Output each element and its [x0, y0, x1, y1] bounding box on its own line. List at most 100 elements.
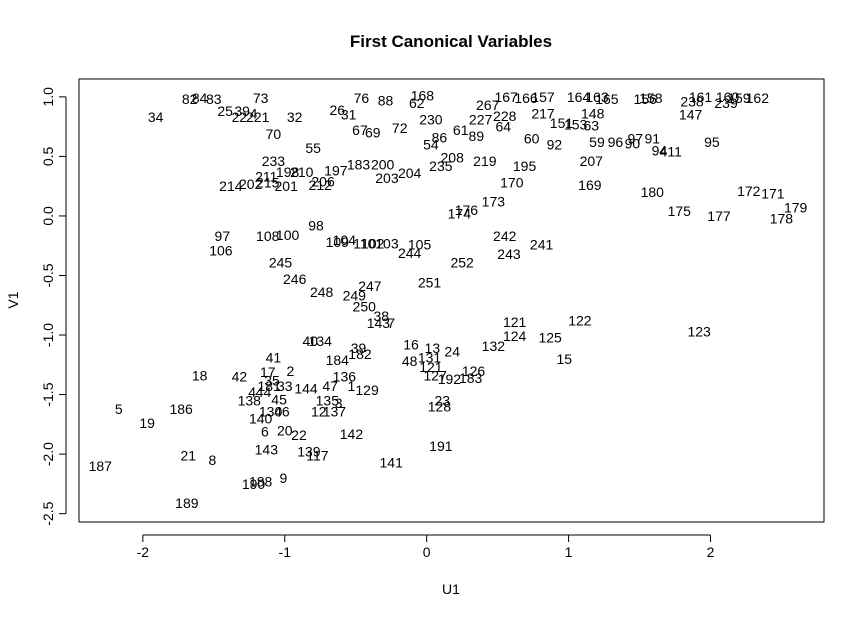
- point-label: 177: [707, 208, 731, 224]
- point-label: 59: [589, 134, 605, 150]
- point-label: 227: [469, 111, 493, 127]
- point-label: 170: [500, 175, 524, 191]
- point-label: 2: [287, 363, 295, 379]
- point-label: 238: [680, 94, 704, 110]
- point-label: 143: [367, 315, 391, 331]
- point-label: 157: [531, 89, 555, 105]
- y-tick-label: -0.5: [40, 263, 56, 287]
- point-label: 221: [246, 109, 270, 125]
- point-label: 97: [627, 131, 643, 147]
- point-label: 186: [169, 401, 193, 417]
- point-label: 117: [306, 447, 329, 463]
- point-label: 64: [496, 119, 512, 135]
- x-tick-label: 1: [565, 544, 573, 560]
- point-label: 178: [770, 210, 794, 226]
- point-label: 248: [310, 284, 334, 300]
- point-label: 217: [531, 106, 555, 122]
- point-label: 123: [687, 323, 711, 339]
- point-label: 26: [329, 102, 345, 118]
- point-label: 176: [455, 202, 479, 218]
- point-label: 12: [311, 403, 327, 419]
- point-label: 210: [290, 164, 314, 180]
- point-label: 235: [429, 158, 453, 174]
- point-label: 73: [253, 90, 269, 106]
- point-label: 83: [206, 91, 222, 107]
- point-label: 187: [89, 458, 113, 474]
- point-label: 158: [639, 90, 663, 106]
- point-label: 22: [232, 109, 248, 125]
- point-label: 127: [424, 368, 448, 384]
- point-label: 70: [266, 126, 282, 142]
- point-label: 121: [503, 314, 527, 330]
- point-label: 191: [429, 438, 453, 454]
- chart-title: First Canonical Variables: [350, 32, 552, 51]
- point-label: 44: [256, 384, 272, 400]
- point-label: 7: [387, 315, 395, 331]
- point-label: 89: [469, 128, 485, 144]
- point-label: 97: [215, 228, 231, 244]
- point-label: 16: [403, 337, 419, 353]
- point-label: 122: [568, 313, 592, 329]
- point-label: 38: [373, 308, 389, 324]
- point-label: 96: [608, 134, 624, 150]
- point-label: 100: [276, 227, 300, 243]
- point-label: 163: [585, 89, 609, 105]
- point-label: 21: [180, 447, 196, 463]
- point-label: 32: [287, 109, 303, 125]
- point-label: 109: [326, 234, 350, 250]
- point-label: 20: [277, 422, 293, 438]
- point-label: 92: [547, 136, 563, 152]
- point-label: 33: [277, 378, 293, 394]
- point-label: 90: [625, 135, 641, 151]
- point-label: 45: [271, 391, 287, 407]
- point-label: 8: [208, 452, 216, 468]
- point-label: 137: [323, 403, 347, 419]
- point-label: 135: [316, 393, 340, 409]
- point-label: 98: [308, 217, 324, 233]
- point-label: 197: [324, 163, 348, 179]
- point-label: 108: [256, 228, 280, 244]
- point-label: 134: [309, 333, 333, 349]
- point-label: 246: [283, 271, 307, 287]
- point-label: 148: [581, 106, 605, 122]
- point-label: 208: [441, 150, 465, 166]
- point-label: 126: [462, 363, 486, 379]
- point-label: 245: [269, 254, 293, 270]
- y-tick-label: 0.5: [40, 146, 56, 166]
- point-label: 86: [432, 129, 448, 145]
- point-label: 151: [550, 115, 574, 131]
- point-label: 128: [428, 398, 452, 414]
- y-tick-label: 0.0: [40, 206, 56, 226]
- point-label: 67: [352, 122, 368, 138]
- point-label: 184: [326, 352, 350, 368]
- point-label: 139: [297, 444, 321, 460]
- point-label: 147: [679, 107, 703, 123]
- point-label: 243: [497, 246, 521, 262]
- y-axis: -2.5 -2.0 -1.5 -1.0 -0.5 0.0 0.5 1.0: [40, 87, 67, 526]
- plot-frame: [78, 78, 825, 523]
- point-label: 105: [408, 237, 432, 253]
- point-label: 241: [530, 237, 554, 253]
- point-label: 198: [276, 164, 300, 180]
- point-label: 183: [347, 157, 371, 173]
- point-label: 206: [311, 173, 335, 189]
- point-label: 144: [294, 381, 318, 397]
- point-label: 82: [182, 91, 198, 107]
- point-label: 239: [714, 95, 738, 111]
- point-label: 106: [209, 242, 233, 258]
- point-label: 161: [689, 89, 713, 105]
- x-axis-title: U1: [442, 581, 460, 597]
- point-label: 13: [425, 340, 441, 356]
- point-label: 4: [250, 106, 258, 122]
- point-label: 162: [746, 90, 770, 106]
- point-label: 140: [249, 410, 273, 426]
- point-label: 5: [115, 401, 123, 417]
- point-label: 165: [595, 91, 619, 107]
- point-label: 142: [340, 426, 364, 442]
- point-label: 110: [353, 235, 376, 251]
- point-label: 34: [148, 109, 164, 125]
- point-label: 103: [375, 235, 399, 251]
- point-label: 174: [448, 206, 472, 222]
- point-label: 31: [341, 107, 357, 123]
